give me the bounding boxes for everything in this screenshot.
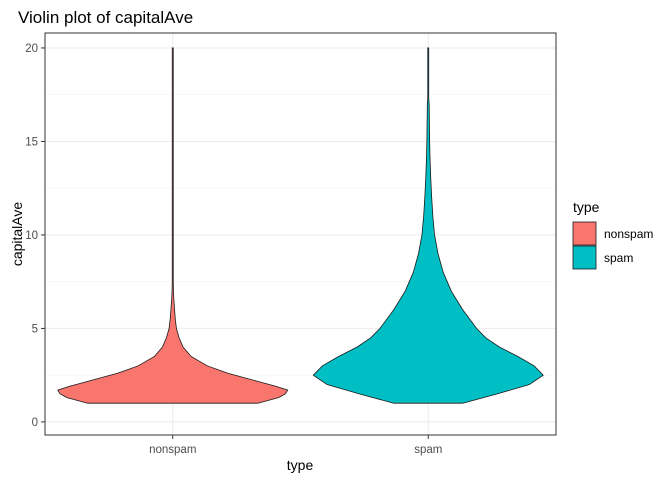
violin-nonspam <box>57 47 289 404</box>
y-axis-title: capitalAve <box>9 202 25 267</box>
panel-border <box>44 32 557 436</box>
x-tick-label: nonspam <box>149 444 196 456</box>
legend-label-spam: spam <box>604 251 633 265</box>
y-axis: 0 5 10 15 20 <box>25 43 45 429</box>
legend-key-nonspam <box>572 221 597 246</box>
x-tick-label: spam <box>414 444 442 456</box>
y-tick-label: 15 <box>25 136 38 148</box>
y-tick-label: 10 <box>25 230 38 242</box>
legend-title: type <box>573 199 600 215</box>
x-axis: nonspam spam <box>149 435 442 456</box>
y-tick-label: 5 <box>32 323 38 335</box>
violins <box>57 47 544 404</box>
plot-panel: 0 5 10 15 20 nonspam spam <box>25 32 557 456</box>
x-axis-title: type <box>287 457 314 473</box>
y-tick-label: 0 <box>32 417 38 429</box>
legend-key-spam <box>572 245 597 270</box>
violin-spam <box>312 47 544 404</box>
y-tick-label: 20 <box>25 43 38 55</box>
legend-label-nonspam: nonspam <box>604 227 653 241</box>
chart-title: Violin plot of capitalAve <box>18 8 193 27</box>
legend-entries: nonspam spam <box>572 221 653 270</box>
legend: type nonspam spam <box>572 199 653 270</box>
